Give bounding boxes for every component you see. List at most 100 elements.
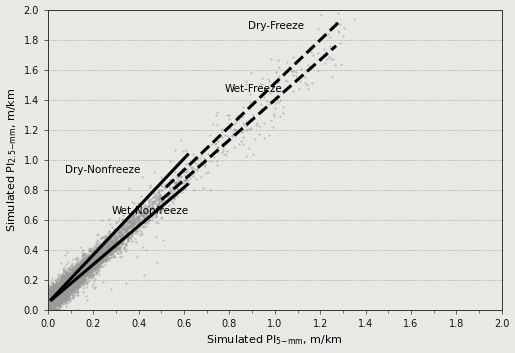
Point (55, 300, 63, 306)
Point (100, 250, 108, 255)
Point (47, 306, 56, 311)
Point (143, 208, 151, 214)
Point (63, 294, 71, 300)
Point (61, 293, 70, 299)
Point (135, 221, 143, 226)
Point (79, 268, 87, 274)
Point (78, 266, 86, 271)
Point (61, 275, 69, 280)
Point (57, 288, 65, 294)
Point (152, 234, 161, 240)
Point (77, 277, 85, 283)
Point (127, 213, 135, 219)
Point (141, 210, 149, 215)
Point (137, 193, 145, 198)
Point (77, 280, 85, 285)
Point (53, 290, 61, 295)
Point (64, 280, 72, 285)
Point (48, 290, 57, 295)
Point (77, 267, 85, 273)
Point (62, 269, 70, 274)
Point (63, 285, 71, 291)
Point (78, 269, 87, 275)
Point (120, 220, 128, 226)
Point (77, 260, 85, 265)
Point (64, 286, 72, 292)
Point (64, 277, 72, 283)
Point (153, 193, 162, 199)
Point (78, 274, 87, 280)
Point (66, 276, 74, 282)
Point (55, 302, 63, 308)
Point (124, 229, 132, 235)
Point (48, 298, 57, 304)
Point (102, 241, 110, 247)
Point (61, 288, 69, 294)
Point (69, 283, 77, 288)
Point (123, 218, 131, 224)
Point (109, 240, 117, 245)
Point (50, 299, 58, 305)
Point (47, 304, 55, 310)
Point (94, 250, 102, 256)
Point (74, 282, 82, 288)
Point (55, 299, 63, 304)
Point (283, 78, 291, 84)
Point (80, 253, 88, 259)
Point (95, 247, 104, 253)
Point (62, 286, 70, 292)
Point (108, 242, 116, 247)
Point (82, 272, 91, 278)
Point (99, 243, 108, 249)
Point (88, 250, 96, 256)
Point (118, 235, 126, 241)
Point (67, 277, 75, 282)
Point (47, 300, 55, 306)
Point (75, 271, 83, 277)
Point (89, 254, 97, 259)
Point (84, 263, 93, 268)
Point (45, 305, 54, 310)
Point (146, 196, 154, 202)
Point (52, 277, 60, 283)
Point (46, 307, 55, 313)
Point (96, 257, 105, 262)
Point (79, 251, 87, 257)
Point (190, 187, 198, 193)
Point (54, 291, 62, 296)
Point (78, 259, 86, 265)
Point (59, 293, 67, 298)
Point (72, 271, 80, 276)
Point (50, 307, 58, 313)
Point (64, 282, 73, 288)
Point (68, 263, 76, 268)
Point (55, 291, 63, 297)
Point (59, 283, 67, 289)
Point (64, 279, 73, 284)
Point (55, 294, 63, 300)
Point (61, 290, 69, 296)
Point (76, 271, 84, 276)
Point (175, 173, 183, 179)
Point (55, 283, 63, 288)
Point (53, 296, 61, 302)
Point (76, 275, 84, 280)
Point (55, 285, 63, 291)
Point (67, 290, 75, 295)
Point (49, 299, 58, 304)
Point (100, 240, 109, 246)
Point (78, 263, 87, 268)
Point (77, 264, 85, 270)
Point (53, 289, 61, 295)
Point (65, 289, 73, 294)
Point (46, 296, 54, 301)
Point (47, 287, 55, 293)
Point (60, 292, 68, 298)
Point (91, 259, 99, 265)
Point (61, 283, 69, 289)
Point (88, 261, 96, 267)
Point (78, 266, 87, 271)
Point (60, 282, 68, 288)
Point (91, 255, 99, 260)
Point (108, 243, 116, 249)
